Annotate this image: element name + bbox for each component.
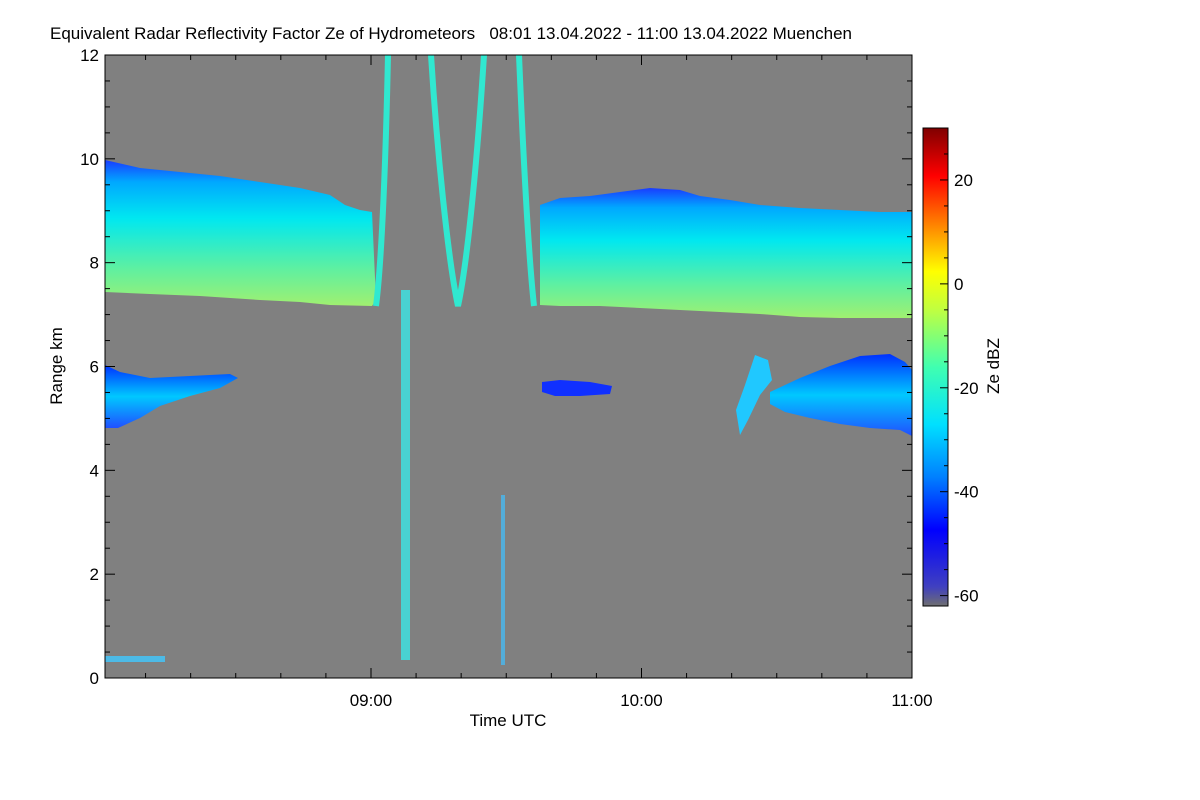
y-axis-label: Range km <box>47 327 66 404</box>
y-tick-label: 0 <box>90 669 99 688</box>
colorbar-label: Ze dBZ <box>984 338 1003 394</box>
x-tick-label: 10:00 <box>620 691 663 710</box>
x-axis-label: Time UTC <box>470 711 547 730</box>
colorbar-tick-label: -40 <box>954 483 979 502</box>
surface-clutter <box>105 656 165 662</box>
reflectivity-features <box>105 55 912 665</box>
y-tick-label: 8 <box>90 254 99 273</box>
mid-layer-right <box>770 354 912 436</box>
x-tick-label: 11:00 <box>891 691 932 710</box>
x-axis: 09:00 10:00 11:00 <box>145 55 933 710</box>
colorbar-axis: 20 0 -20 -40 -60 <box>940 127 979 606</box>
colorbar-tick-label: 0 <box>954 275 963 294</box>
y-tick-label: 10 <box>80 150 99 169</box>
colorbar <box>922 127 949 607</box>
mid-layer-small <box>542 380 612 396</box>
upper-cirrus-left <box>105 160 376 306</box>
insect-plume-right-arm <box>516 55 537 307</box>
plot-background <box>105 55 912 678</box>
colorbar-tick-label: -20 <box>954 379 979 398</box>
mid-layer-left <box>105 365 238 428</box>
y-tick-label: 2 <box>90 565 99 584</box>
y-tick-label: 4 <box>90 461 99 480</box>
chart-title: Equivalent Radar Reflectivity Factor Ze … <box>50 24 852 43</box>
colorbar-tick-label: 20 <box>954 171 973 190</box>
y-tick-label: 6 <box>90 358 99 377</box>
insect-column-faint <box>501 495 505 665</box>
upper-cirrus-right <box>540 188 912 318</box>
insect-plume-left-arm <box>373 55 391 307</box>
colorbar-tick-label: -60 <box>954 587 979 606</box>
insect-column <box>401 290 410 660</box>
mid-layer-right-spike <box>736 355 772 435</box>
x-tick-label: 09:00 <box>350 691 393 710</box>
insect-plume-v <box>428 55 487 307</box>
y-tick-label: 12 <box>80 46 99 65</box>
y-axis: 0 2 4 6 8 10 12 <box>80 46 912 688</box>
